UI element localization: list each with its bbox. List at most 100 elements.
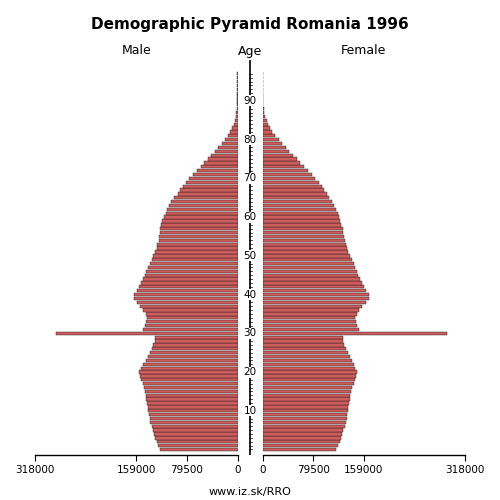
Bar [208, 158, 238, 160]
Bar [262, 444, 338, 448]
Bar [262, 107, 264, 110]
Bar [154, 336, 238, 339]
Bar [236, 115, 238, 118]
Bar [262, 366, 356, 370]
Bar [222, 142, 238, 145]
Bar [137, 289, 237, 292]
Bar [236, 111, 238, 114]
Bar [262, 293, 369, 296]
Bar [262, 424, 344, 428]
Text: Demographic Pyramid Romania 1996: Demographic Pyramid Romania 1996 [91, 18, 409, 32]
Bar [262, 192, 327, 196]
Bar [262, 235, 344, 238]
Bar [144, 386, 238, 389]
Text: 40: 40 [244, 290, 256, 300]
Bar [154, 340, 238, 342]
Bar [154, 254, 238, 258]
Bar [262, 420, 346, 424]
Bar [158, 242, 238, 246]
Bar [139, 370, 237, 374]
Bar [262, 278, 360, 280]
Bar [262, 340, 342, 342]
Bar [262, 126, 270, 130]
Bar [262, 312, 356, 316]
Bar [262, 359, 352, 362]
Bar [158, 238, 238, 242]
Bar [262, 158, 297, 160]
Bar [146, 312, 238, 316]
Bar [262, 188, 324, 192]
Bar [150, 351, 238, 354]
Bar [262, 436, 341, 440]
Bar [160, 227, 238, 230]
Text: 30: 30 [244, 328, 256, 338]
Bar [262, 258, 352, 262]
Bar [262, 274, 358, 277]
Bar [137, 300, 237, 304]
Bar [262, 432, 342, 436]
Bar [262, 162, 300, 164]
Bar [145, 390, 238, 393]
Bar [262, 231, 344, 234]
Bar [262, 115, 266, 118]
Bar [262, 320, 356, 324]
Bar [147, 402, 238, 404]
Bar [262, 336, 342, 339]
Bar [262, 184, 322, 188]
Bar [148, 266, 238, 269]
Bar [262, 332, 447, 335]
Text: 70: 70 [244, 174, 256, 184]
Bar [146, 359, 238, 362]
Bar [262, 246, 346, 250]
Bar [262, 103, 264, 106]
Text: 80: 80 [244, 134, 256, 144]
Bar [262, 374, 356, 378]
Bar [150, 417, 238, 420]
Bar [150, 420, 238, 424]
Bar [262, 196, 330, 200]
Bar [139, 285, 237, 288]
Bar [164, 216, 238, 219]
Bar [200, 165, 237, 168]
Bar [152, 258, 238, 262]
Bar [142, 382, 238, 386]
Bar [148, 405, 238, 408]
Bar [262, 180, 318, 184]
Text: 10: 10 [244, 406, 256, 416]
Text: Age: Age [238, 44, 262, 58]
Bar [149, 413, 238, 416]
Bar [262, 285, 364, 288]
Bar [262, 200, 332, 203]
Bar [144, 328, 238, 331]
Bar [262, 169, 308, 172]
Bar [262, 347, 346, 350]
Bar [150, 262, 238, 265]
Bar [189, 177, 238, 180]
Bar [262, 386, 352, 389]
Bar [262, 300, 366, 304]
Bar [262, 122, 268, 126]
Bar [262, 227, 342, 230]
Bar [232, 126, 237, 130]
Bar [56, 332, 238, 335]
Bar [262, 262, 354, 265]
Bar [145, 274, 238, 277]
Bar [156, 250, 238, 254]
Bar [140, 304, 237, 308]
Bar [237, 103, 238, 106]
Bar [193, 173, 238, 176]
Bar [154, 344, 238, 346]
Bar [262, 413, 347, 416]
Bar [262, 270, 356, 273]
Bar [178, 192, 238, 196]
Bar [146, 394, 238, 397]
Bar [230, 130, 237, 134]
Bar [161, 223, 238, 226]
Bar [146, 270, 238, 273]
Bar [262, 394, 350, 397]
Bar [228, 134, 237, 138]
Bar [262, 238, 344, 242]
Text: www.iz.sk/RRO: www.iz.sk/RRO [208, 488, 292, 498]
Bar [262, 254, 350, 258]
Bar [142, 282, 238, 284]
